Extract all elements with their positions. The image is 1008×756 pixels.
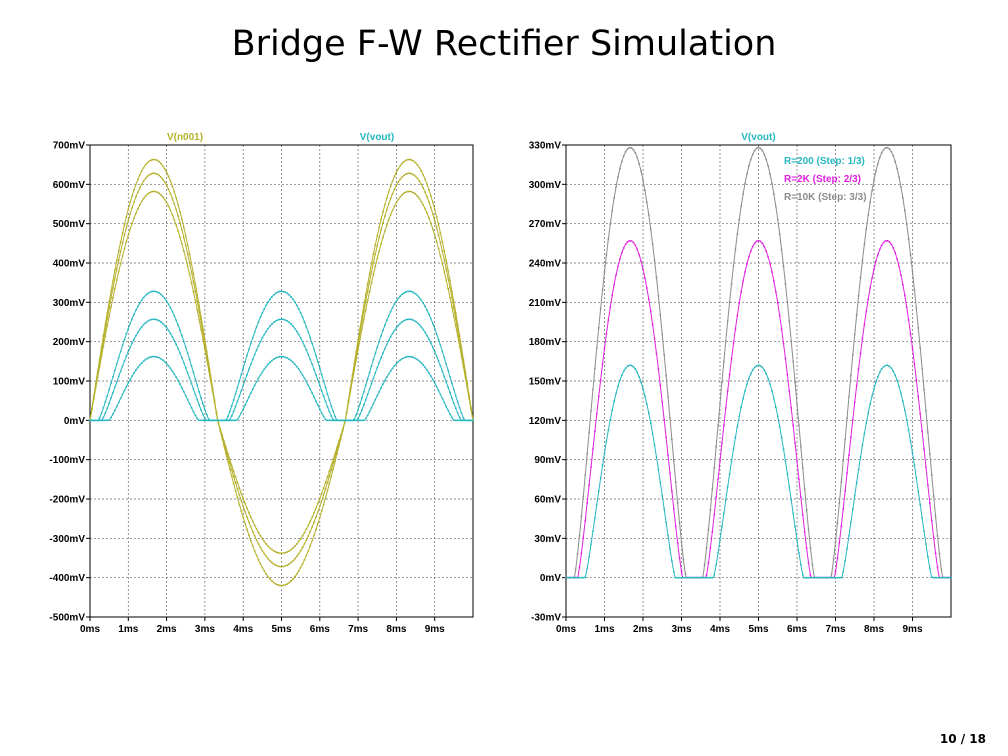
y-tick-label: -400mV [49,573,85,584]
series-title: V(vout) [741,132,775,143]
y-tick-label: 240mV [529,259,562,270]
x-tick-label: 2ms [157,624,177,635]
y-tick-label: 600mV [53,180,86,191]
x-tick-label: 7ms [348,624,368,635]
x-tick-label: 8ms [386,624,406,635]
y-tick-label: 120mV [529,416,562,427]
y-tick-label: -300mV [49,534,85,545]
x-tick-label: 8ms [864,624,884,635]
y-tick-label: -100mV [49,455,85,466]
series-points-r200 [565,364,952,579]
y-tick-label: 300mV [529,180,562,191]
x-tick-label: 1ms [594,624,614,635]
y-tick-label: 700mV [53,141,86,152]
x-tick-label: 4ms [233,624,253,635]
x-tick-label: 7ms [825,624,845,635]
x-tick-label: 3ms [671,624,691,635]
x-tick-label: 3ms [195,624,215,635]
x-tick-label: 1ms [118,624,138,635]
y-tick-label: 210mV [529,298,562,309]
y-tick-label: 400mV [53,259,86,270]
x-tick-label: 6ms [787,624,807,635]
y-tick-label: 150mV [529,377,562,388]
x-tick-label: 5ms [748,624,768,635]
y-tick-label: 30mV [534,534,561,545]
legend-entry: R=10K (Step: 3/3) [784,192,867,203]
slide-title: Bridge F-W Rectifier Simulation [231,24,777,64]
y-tick-label: 180mV [529,337,562,348]
y-tick-label: 60mV [534,495,561,506]
y-tick-label: -200mV [49,495,85,506]
x-tick-label: 0ms [80,624,100,635]
x-tick-label: 6ms [310,624,330,635]
x-tick-label: 5ms [271,624,291,635]
y-tick-label: 330mV [529,141,562,152]
series-points-r200 [89,290,474,422]
y-tick-label: 90mV [534,455,561,466]
legend-entry: R=200 (Step: 1/3) [784,156,865,167]
page-number: 10 / 18 [939,732,986,746]
y-tick-label: 100mV [53,377,86,388]
right-chart: 330mV 300mV 270mV 240mV 210mV 180mV 150mV 120mV… [529,132,952,635]
x-tick-label: 2ms [633,624,653,635]
legend-entry: R=2K (Step: 2/3) [784,174,861,185]
y-tick-label: 200mV [53,337,86,348]
y-tick-label: 300mV [53,298,86,309]
x-tick-label: 9ms [902,624,922,635]
left-chart: 700mV 600mV 500mV 400mV 300mV 200mV 100mV 0mV -1… [49,132,474,635]
x-tick-label: 9ms [425,624,445,635]
x-tick-label: 4ms [710,624,730,635]
plot-frame [565,144,952,618]
y-tick-label: 0mV [64,416,85,427]
y-tick-label: -30mV [531,613,561,624]
y-tick-label: -500mV [49,613,85,624]
y-tick-label: 500mV [53,219,86,230]
series-title: V(vout) [360,132,394,143]
x-tick-label: 0ms [556,624,576,635]
series-title: V(n001) [167,132,203,143]
plot-frame [89,144,474,618]
y-tick-label: 0mV [540,573,561,584]
y-tick-label: 270mV [529,219,562,230]
